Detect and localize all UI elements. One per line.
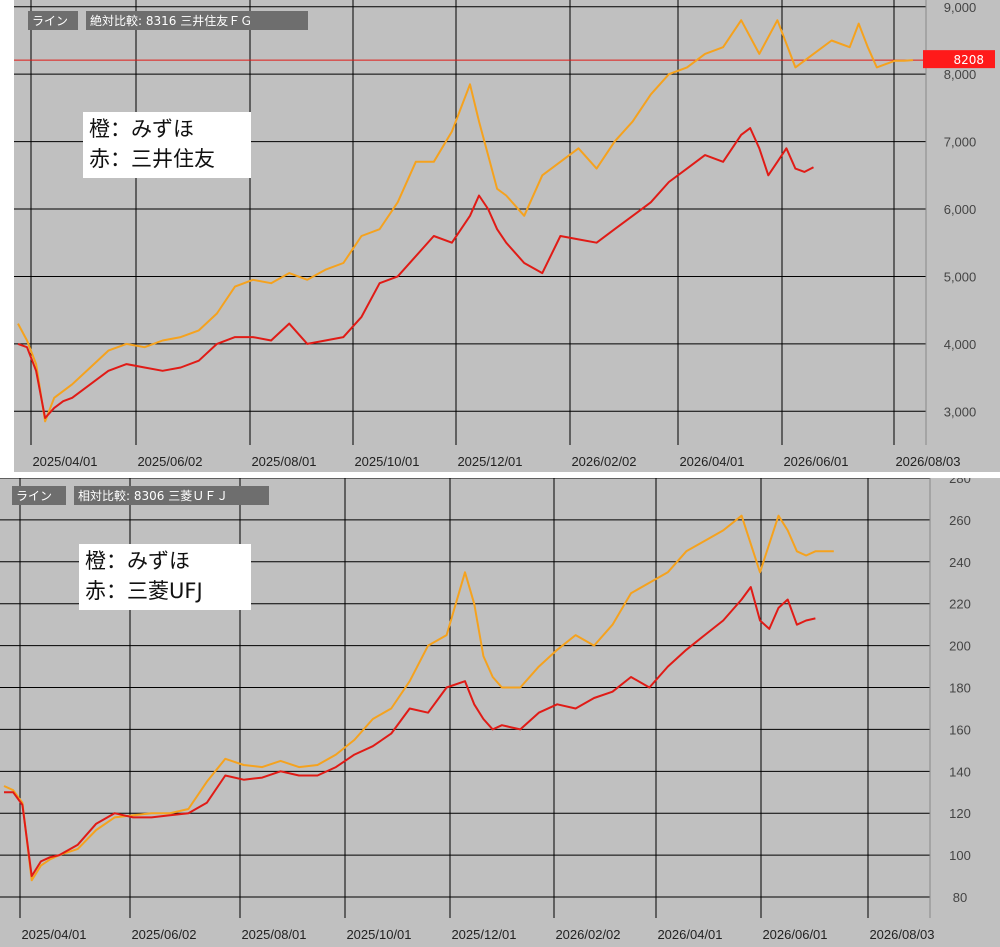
- current-price-value: 8208: [953, 53, 984, 67]
- x-tick-label: 2025/08/01: [241, 927, 306, 942]
- legend-line-mizuho: 橙：みずほ: [85, 549, 190, 573]
- x-tick-label: 2025/04/01: [21, 927, 86, 942]
- y-tick-label: 220: [949, 597, 971, 612]
- series-line-mizuho: [3, 514, 834, 882]
- y-tick-label: 200: [949, 639, 971, 654]
- series-line-smfg: [17, 127, 814, 419]
- x-tick-label: 2025/10/01: [346, 927, 411, 942]
- x-tick-label: 2026/06/01: [762, 927, 827, 942]
- legend-line-mufg: 赤：三菱UFJ: [85, 579, 203, 603]
- y-tick-label: 140: [949, 764, 971, 779]
- x-tick-label: 2025/08/01: [251, 454, 316, 469]
- chart-title: 相対比較: 8306 三菱ＵＦＪ: [78, 488, 228, 503]
- mode-tag-background: [12, 486, 66, 505]
- y-tick-label: 7,000: [944, 135, 977, 150]
- mode-tag: ライン: [32, 14, 68, 28]
- x-tick-label: 2026/08/03: [895, 454, 960, 469]
- y-tick-label: 4,000: [944, 337, 977, 352]
- chart-title-background: [74, 486, 269, 505]
- y-tick-label: 100: [949, 848, 971, 863]
- x-tick-label: 2026/04/01: [657, 927, 722, 942]
- y-tick-label: 180: [949, 681, 971, 696]
- current-price-tag: [923, 50, 995, 69]
- series-line-mizuho: [17, 19, 914, 423]
- y-tick-label: 280: [949, 478, 971, 486]
- mode-tag: ライン: [16, 489, 52, 503]
- legend-line-smfg: 赤：三井住友: [89, 147, 215, 171]
- y-tick-label: 120: [949, 806, 971, 821]
- x-tick-label: 2026/06/01: [783, 454, 848, 469]
- chart-absolute-comparison: 3,000 4,000 5,000 6,000 7,000 8,000 9,000 2025/…: [14, 0, 1000, 472]
- x-tick-label: 2026/08/03: [869, 927, 934, 942]
- x-tick-label: 2025/12/01: [451, 927, 516, 942]
- x-tick-label: 2026/02/02: [571, 454, 636, 469]
- x-tick-label: 2025/06/02: [137, 454, 202, 469]
- plot-background: [14, 0, 1000, 472]
- legend-line-mizuho: 橙：みずほ: [89, 117, 194, 141]
- x-tick-label: 2025/06/02: [131, 927, 196, 942]
- legend-top: 橙：みずほ 赤：三井住友: [83, 112, 251, 178]
- y-tick-label: 8,000: [944, 67, 977, 82]
- y-tick-label: 80: [953, 890, 967, 905]
- x-tick-label: 2025/10/01: [354, 454, 419, 469]
- chart-title: 絶対比較: 8316 三井住友ＦＧ: [90, 13, 252, 28]
- y-tick-label: 5,000: [944, 269, 977, 284]
- y-tick-label: 3,000: [944, 404, 977, 419]
- chart-absolute-svg: 3,000 4,000 5,000 6,000 7,000 8,000 9,000 2025/…: [14, 0, 1000, 472]
- x-tick-label: 2026/04/01: [679, 454, 744, 469]
- y-tick-label: 260: [949, 513, 971, 528]
- x-tick-label: 2025/12/01: [457, 454, 522, 469]
- mode-tag-background: [28, 11, 78, 30]
- x-tick-label: 2026/02/02: [555, 927, 620, 942]
- y-tick-label: 160: [949, 722, 971, 737]
- legend-bottom: 橙：みずほ 赤：三菱UFJ: [79, 544, 251, 610]
- y-tick-label: 9,000: [944, 0, 977, 15]
- y-tick-label: 6,000: [944, 202, 977, 217]
- chart-title-background: [86, 11, 308, 30]
- y-tick-label: 240: [949, 555, 971, 570]
- series-line-mufg: [4, 586, 816, 878]
- x-tick-label: 2025/04/01: [32, 454, 97, 469]
